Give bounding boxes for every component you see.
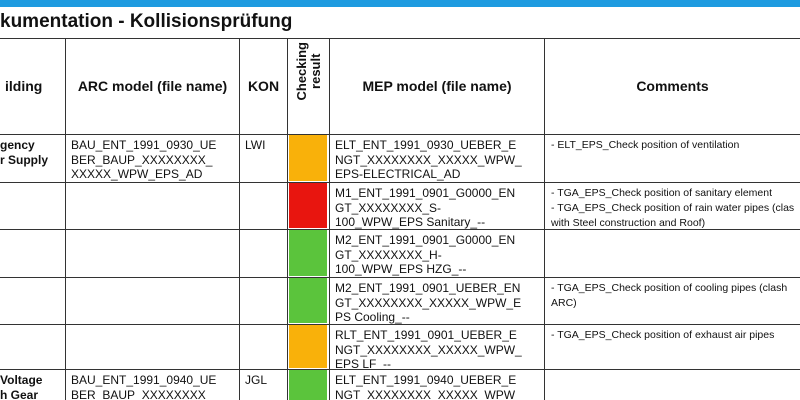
title-row [0,7,800,39]
mep-text: 100_WPW_EPS Sanitary_-- [335,215,486,229]
arc-text: BAU_ENT_1991_0930_UE [71,138,217,152]
comments-cell [545,230,800,278]
rotated-header: Checking result [293,42,323,101]
sheet-title: kumentation - Kollisionsprüfung [0,11,293,32]
header-text: result [307,53,323,89]
comments-cell: - TGA_EPS_Check position of cooling pipe… [545,278,800,325]
arc-cell [66,278,240,325]
mep-text: GT_XXXXXXXX_H- [335,247,442,262]
result-cell [288,230,330,278]
mep-cell: ELT_ENT_1991_0940_UEBER_E NGT_XXXXXXXX_XX… [330,370,545,400]
kon-cell [240,325,288,370]
result-cell [288,278,330,325]
result-cell [288,325,330,370]
header-cell: ARC model (file name) [66,38,240,135]
status-swatch [289,183,327,228]
mep-text: NGT_XXXXXXXX_XXXXX_WPW_ [335,152,522,167]
comments-text: - TGA_EPS_Check position of sanitary ele… [551,187,772,199]
arc-text: BER_BAUP_XXXXXXXX_ [71,152,213,167]
comments-text: - TGA_EPS_Check position of exhaust air … [551,329,775,341]
building-cell [0,278,66,325]
status-swatch [289,230,327,276]
arc-cell: BAU_ENT_1991_0940_UE BER_BAUP_XXXXXXXX_ [66,370,240,400]
building-text: r Supply [0,152,49,167]
mep-cell: ELT_ENT_1991_0930_UEBER_E NGT_XXXXXXXX_XX… [330,135,545,183]
header-cell: Comments [545,38,800,135]
comments-text: ARC) [551,297,577,309]
building-cell: Voltage h Gear [0,370,66,400]
comments-text: - TGA_EPS_Check position of rain water p… [551,202,795,214]
kon-cell: JGL [240,370,288,400]
result-cell [288,183,330,230]
mep-text: EPS LF_-- [335,357,392,370]
comments-text: - TGA_EPS_Check position of cooling pipe… [551,282,788,294]
building-text: h Gear [0,387,39,400]
mep-text: ELT_ENT_1991_0940_UEBER_E [335,373,517,387]
mep-cell: M1_ENT_1991_0901_G0000_EN GT_XXXXXXXX_S- 1… [330,183,545,230]
top-bar [0,0,800,7]
arc-cell [66,325,240,370]
header-text: Comments [636,77,709,94]
arc-cell [66,183,240,230]
kon-cell [240,230,288,278]
mep-text: M2_ENT_1991_0901_UEBER_EN [335,281,521,295]
result-cell [288,370,330,400]
comments-cell: - TGA_EPS_Check position of sanitary ele… [545,183,800,230]
status-swatch [289,135,327,181]
header-cell: ilding [0,38,66,135]
comments-text: with Steel construction and Roof) [551,217,706,229]
header-text: ARC model (file name) [77,77,228,94]
kon-text: JGL [245,373,268,387]
comments-cell: - TGA_EPS_Check position of exhaust air … [545,325,800,370]
mep-cell: M2_ENT_1991_0901_G0000_EN GT_XXXXXXXX_H- 1… [330,230,545,278]
building-cell [0,230,66,278]
status-swatch [289,370,327,400]
mep-text: NGT_XXXXXXXX_XXXXX_WPW_ [335,387,522,400]
building-text: Voltage [0,373,43,387]
arc-text: BER_BAUP_XXXXXXXX_ [71,387,213,400]
mep-text: GT_XXXXXXXX_XXXXX_WPW_E [335,295,522,310]
building-cell [0,325,66,370]
building-text: gency [0,138,35,152]
arc-text: XXXXX_WPW_EPS_AD [71,167,203,181]
mep-cell: RLT_ENT_1991_0901_UEBER_E NGT_XXXXXXXX_XX… [330,325,545,370]
mep-text: M1_ENT_1991_0901_G0000_EN [335,186,516,200]
building-cell [0,183,66,230]
arc-cell: BAU_ENT_1991_0930_UE BER_BAUP_XXXXXXXX_ XX… [66,135,240,183]
comments-cell: - ELT_EPS_Check position of ventilation [545,135,800,183]
mep-text: ELT_ENT_1991_0930_UEBER_E [335,138,517,152]
status-swatch [289,278,327,323]
mep-text: EPS-ELECTRICAL_AD [335,167,461,181]
header-text: ilding [5,77,43,94]
building-cell: gency r Supply [0,135,66,183]
header-text: MEP model (file name) [362,77,512,94]
arc-cell [66,230,240,278]
mep-text: PS Cooling_-- [335,310,410,324]
comments-text: - ELT_EPS_Check position of ventilation [551,139,740,151]
kon-cell: LWI [240,135,288,183]
header-text: Checking [293,42,309,101]
mep-cell: M2_ENT_1991_0901_UEBER_EN GT_XXXXXXXX_XXX… [330,278,545,325]
mep-text: GT_XXXXXXXX_S- [335,200,442,215]
mep-text: M2_ENT_1991_0901_G0000_EN [335,233,516,247]
mep-text: RLT_ENT_1991_0901_UEBER_E [335,328,517,342]
header-text: KON [247,77,280,94]
comments-cell [545,370,800,400]
mep-text: NGT_XXXXXXXX_XXXXX_WPW_ [335,342,522,357]
header-cell: Checking result [288,38,330,135]
kon-text: LWI [245,138,266,152]
arc-text: BAU_ENT_1991_0940_UE [71,373,217,387]
status-swatch [289,325,327,368]
header-cell: KON [240,38,288,135]
header-cell: MEP model (file name) [330,38,545,135]
kon-cell [240,183,288,230]
result-cell [288,135,330,183]
kon-cell [240,278,288,325]
mep-text: 100_WPW_EPS HZG_-- [335,262,467,276]
